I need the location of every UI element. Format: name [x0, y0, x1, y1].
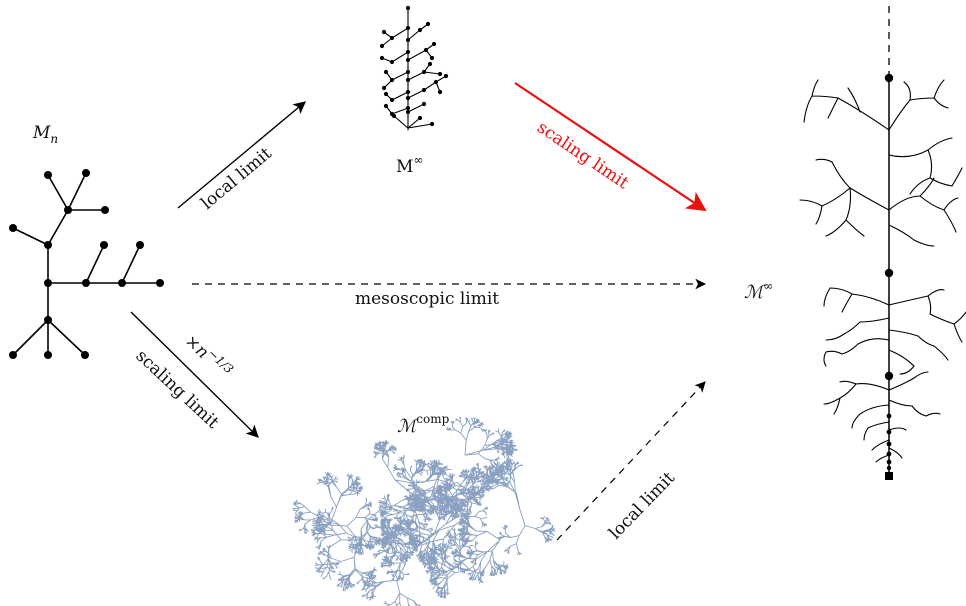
limit-tree-label-sup: ∞ [763, 279, 773, 293]
finite-tree-label-sub: n [50, 132, 58, 146]
compact-tree-drawing [292, 416, 556, 606]
mesoscopic-label: mesoscopic limit [355, 289, 499, 309]
local-limit-bottom-label: local limit [605, 468, 679, 543]
finite-tree: Mn [9, 123, 164, 359]
finite-tree-label: Mn [32, 123, 58, 146]
rescale-label: ×n−1/3 [181, 329, 237, 383]
finite-tree-edges [12, 172, 160, 356]
local-tree-nodes [379, 5, 449, 127]
limit-tree: ℳ∞ [744, 6, 966, 480]
scaling-limit-top-arrow [514, 82, 707, 212]
local-limit-bottom-arrow [556, 381, 706, 541]
arrows [130, 82, 707, 541]
arrow-labels: local limit scaling limit mesoscopic lim… [132, 118, 679, 544]
local-tree-branches [381, 23, 447, 129]
rescale-exponent: −1/3 [205, 346, 236, 377]
limit-tree-label: ℳ∞ [744, 279, 773, 303]
compact-tree-label: ℳcomp [397, 412, 450, 437]
compact-tree: ℳcomp [292, 412, 556, 606]
local-infinite-label: M∞ [396, 153, 423, 177]
compact-tree-label-main: ℳ [397, 416, 419, 437]
local-infinite-label-main: M [396, 157, 413, 177]
limit-tree-branches [799, 79, 966, 463]
local-limit-top-label: local limit [197, 143, 275, 213]
limit-tree-label-main: ℳ [744, 282, 766, 303]
limit-tree-nodes [884, 73, 894, 480]
root-square [885, 472, 893, 480]
compact-tree-label-sup: comp [416, 412, 449, 426]
finite-tree-vertices [9, 169, 164, 359]
finite-tree-label-main: M [32, 123, 51, 143]
local-infinite-tree: M∞ [379, 5, 449, 177]
local-limit-top-arrow [177, 101, 306, 209]
local-infinite-label-sup: ∞ [413, 153, 423, 167]
scaling-limit-bottom-arrow [130, 311, 259, 438]
